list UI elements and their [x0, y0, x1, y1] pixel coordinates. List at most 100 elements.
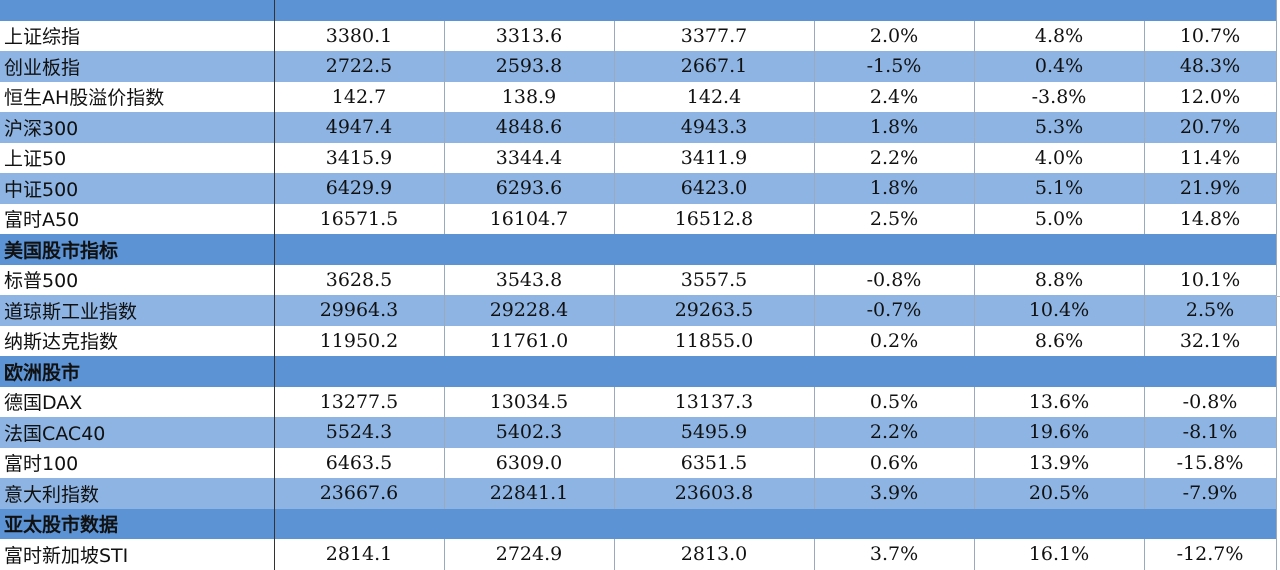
- value-cell[interactable]: 16571.5: [274, 203, 445, 234]
- value-cell[interactable]: 11950.2: [274, 325, 445, 356]
- value-cell[interactable]: 4947.4: [274, 112, 445, 143]
- pct-cell[interactable]: -8.1%: [1144, 417, 1277, 448]
- pct-cell[interactable]: 3.7%: [814, 539, 975, 570]
- section-fill-cell[interactable]: [274, 234, 1277, 265]
- pct-cell[interactable]: 0.5%: [814, 386, 975, 417]
- value-cell[interactable]: 16104.7: [444, 203, 615, 234]
- pct-cell[interactable]: 5.0%: [974, 203, 1145, 234]
- value-cell[interactable]: 22841.1: [444, 478, 615, 509]
- value-cell[interactable]: 2722.5: [274, 51, 445, 82]
- pct-cell[interactable]: 16.1%: [974, 539, 1145, 570]
- pct-cell[interactable]: -0.7%: [814, 295, 975, 326]
- value-cell[interactable]: 6351.5: [614, 447, 815, 478]
- pct-cell[interactable]: 2.5%: [1144, 295, 1277, 326]
- value-cell[interactable]: 5524.3: [274, 417, 445, 448]
- value-cell[interactable]: 6309.0: [444, 447, 615, 478]
- pct-cell[interactable]: 4.8%: [974, 20, 1145, 51]
- section-title[interactable]: [0, 0, 275, 21]
- value-cell[interactable]: 3344.4: [444, 142, 615, 173]
- section-title[interactable]: 欧洲股市: [0, 356, 275, 387]
- pct-cell[interactable]: 5.1%: [974, 173, 1145, 204]
- pct-cell[interactable]: 8.6%: [974, 325, 1145, 356]
- index-name-cell[interactable]: 标普500: [0, 264, 275, 295]
- index-name-cell[interactable]: 德国DAX: [0, 386, 275, 417]
- index-name-cell[interactable]: 上证50: [0, 142, 275, 173]
- pct-cell[interactable]: 10.4%: [974, 295, 1145, 326]
- pct-cell[interactable]: -0.8%: [1144, 386, 1277, 417]
- pct-cell[interactable]: 4.0%: [974, 142, 1145, 173]
- pct-cell[interactable]: 12.0%: [1144, 81, 1277, 112]
- pct-cell[interactable]: 20.5%: [974, 478, 1145, 509]
- pct-cell[interactable]: 32.1%: [1144, 325, 1277, 356]
- pct-cell[interactable]: 11.4%: [1144, 142, 1277, 173]
- value-cell[interactable]: 13137.3: [614, 386, 815, 417]
- index-name-cell[interactable]: 沪深300: [0, 112, 275, 143]
- value-cell[interactable]: 11855.0: [614, 325, 815, 356]
- pct-cell[interactable]: 2.5%: [814, 203, 975, 234]
- index-name-cell[interactable]: 中证500: [0, 173, 275, 204]
- value-cell[interactable]: 6429.9: [274, 173, 445, 204]
- value-cell[interactable]: 3380.1: [274, 20, 445, 51]
- value-cell[interactable]: 3557.5: [614, 264, 815, 295]
- value-cell[interactable]: 3543.8: [444, 264, 615, 295]
- index-name-cell[interactable]: 道琼斯工业指数: [0, 295, 275, 326]
- value-cell[interactable]: 2814.1: [274, 539, 445, 570]
- section-title[interactable]: 亚太股市数据: [0, 508, 275, 539]
- pct-cell[interactable]: 2.0%: [814, 20, 975, 51]
- pct-cell[interactable]: -7.9%: [1144, 478, 1277, 509]
- pct-cell[interactable]: 13.6%: [974, 386, 1145, 417]
- value-cell[interactable]: 16512.8: [614, 203, 815, 234]
- pct-cell[interactable]: 20.7%: [1144, 112, 1277, 143]
- value-cell[interactable]: 3628.5: [274, 264, 445, 295]
- section-fill-cell[interactable]: [274, 356, 1277, 387]
- value-cell[interactable]: 29263.5: [614, 295, 815, 326]
- value-cell[interactable]: 2593.8: [444, 51, 615, 82]
- pct-cell[interactable]: -1.5%: [814, 51, 975, 82]
- value-cell[interactable]: 11761.0: [444, 325, 615, 356]
- value-cell[interactable]: 5495.9: [614, 417, 815, 448]
- value-cell[interactable]: 6463.5: [274, 447, 445, 478]
- pct-cell[interactable]: 2.4%: [814, 81, 975, 112]
- value-cell[interactable]: 2813.0: [614, 539, 815, 570]
- index-name-cell[interactable]: 上证综指: [0, 20, 275, 51]
- pct-cell[interactable]: -12.7%: [1144, 539, 1277, 570]
- index-name-cell[interactable]: 恒生AH股溢价指数: [0, 81, 275, 112]
- pct-cell[interactable]: 10.7%: [1144, 20, 1277, 51]
- index-name-cell[interactable]: 富时100: [0, 447, 275, 478]
- pct-cell[interactable]: -15.8%: [1144, 447, 1277, 478]
- pct-cell[interactable]: 48.3%: [1144, 51, 1277, 82]
- value-cell[interactable]: 3415.9: [274, 142, 445, 173]
- pct-cell[interactable]: 0.4%: [974, 51, 1145, 82]
- value-cell[interactable]: 5402.3: [444, 417, 615, 448]
- index-name-cell[interactable]: 富时A50: [0, 203, 275, 234]
- index-name-cell[interactable]: 意大利指数: [0, 478, 275, 509]
- section-title[interactable]: 美国股市指标: [0, 234, 275, 265]
- pct-cell[interactable]: 19.6%: [974, 417, 1145, 448]
- value-cell[interactable]: 6293.6: [444, 173, 615, 204]
- index-name-cell[interactable]: 创业板指: [0, 51, 275, 82]
- section-fill-cell[interactable]: [274, 0, 1277, 21]
- value-cell[interactable]: 142.7: [274, 81, 445, 112]
- value-cell[interactable]: 13034.5: [444, 386, 615, 417]
- pct-cell[interactable]: -0.8%: [814, 264, 975, 295]
- pct-cell[interactable]: 0.2%: [814, 325, 975, 356]
- index-name-cell[interactable]: 法国CAC40: [0, 417, 275, 448]
- value-cell[interactable]: 13277.5: [274, 386, 445, 417]
- value-cell[interactable]: 23667.6: [274, 478, 445, 509]
- pct-cell[interactable]: 1.8%: [814, 112, 975, 143]
- value-cell[interactable]: 2667.1: [614, 51, 815, 82]
- pct-cell[interactable]: 0.6%: [814, 447, 975, 478]
- value-cell[interactable]: 3313.6: [444, 20, 615, 51]
- value-cell[interactable]: 29964.3: [274, 295, 445, 326]
- value-cell[interactable]: 2724.9: [444, 539, 615, 570]
- value-cell[interactable]: 29228.4: [444, 295, 615, 326]
- pct-cell[interactable]: 8.8%: [974, 264, 1145, 295]
- pct-cell[interactable]: 1.8%: [814, 173, 975, 204]
- index-name-cell[interactable]: 富时新加坡STI: [0, 539, 275, 570]
- value-cell[interactable]: 3411.9: [614, 142, 815, 173]
- pct-cell[interactable]: -3.8%: [974, 81, 1145, 112]
- pct-cell[interactable]: 3.9%: [814, 478, 975, 509]
- section-fill-cell[interactable]: [274, 508, 1277, 539]
- index-name-cell[interactable]: 纳斯达克指数: [0, 325, 275, 356]
- value-cell[interactable]: 138.9: [444, 81, 615, 112]
